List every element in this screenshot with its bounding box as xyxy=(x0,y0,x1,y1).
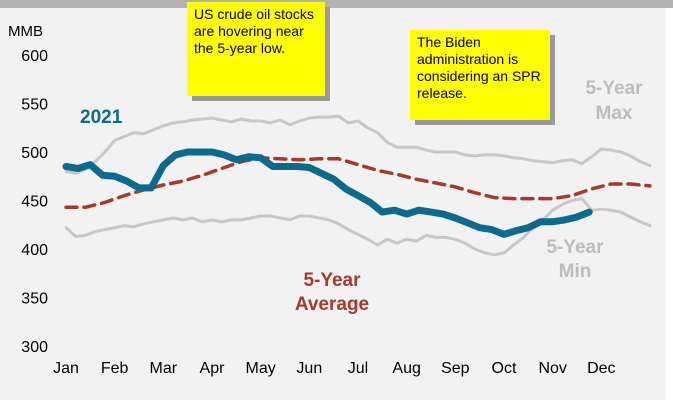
x-tick-label: Aug xyxy=(392,360,420,377)
y-axis-unit-label: MMB xyxy=(8,23,43,40)
x-tick-label: Apr xyxy=(200,360,226,377)
x-tick-label: Dec xyxy=(587,360,615,377)
x-tick-label: Feb xyxy=(101,360,129,377)
y-axis: 300 350 400 450 500 550 600 xyxy=(21,48,48,356)
x-tick-label: Oct xyxy=(492,360,517,377)
annotation-note-stocks-low: US crude oil stocks are hovering near th… xyxy=(187,2,325,96)
series-line-average xyxy=(64,156,652,210)
x-tick-label: Jul xyxy=(348,360,368,377)
series-line-min xyxy=(64,197,652,257)
y-tick-label: 600 xyxy=(21,48,48,65)
x-tick-label: Nov xyxy=(538,360,566,377)
chart-background xyxy=(0,8,666,400)
y-tick-label: 350 xyxy=(21,291,48,308)
series-label-max-line1: 5-Year xyxy=(585,78,643,99)
y-tick-label: 550 xyxy=(21,97,48,114)
series-label-2021: 2021 xyxy=(80,107,123,128)
series-label-min-line2: Min xyxy=(559,261,592,282)
y-tick-label: 400 xyxy=(21,242,48,259)
x-tick-label: Jun xyxy=(296,360,322,377)
x-tick-label: Mar xyxy=(150,360,178,377)
series-label-average-line1: 5-Year xyxy=(303,270,361,291)
x-tick-label: Sep xyxy=(441,360,470,377)
series-label-max-line2: Max xyxy=(596,103,633,124)
series-label-min-line1: 5-Year xyxy=(546,237,604,258)
top-border-bar xyxy=(0,0,673,8)
series-lines xyxy=(62,114,652,257)
series-line-y2021 xyxy=(62,148,593,238)
series-line-max xyxy=(64,114,652,175)
y-tick-label: 450 xyxy=(21,194,48,211)
series-label-average-line2: Average xyxy=(295,294,369,315)
y-tick-label: 500 xyxy=(21,145,48,162)
x-tick-label: May xyxy=(246,360,276,377)
y-tick-label: 300 xyxy=(21,339,48,356)
annotation-note-spr-release: The Biden administration is considering … xyxy=(410,30,550,120)
x-tick-label: Jan xyxy=(53,360,79,377)
x-axis: Jan Feb Mar Apr May Jun Jul Aug Sep Oct Nov Dec xyxy=(53,360,615,377)
